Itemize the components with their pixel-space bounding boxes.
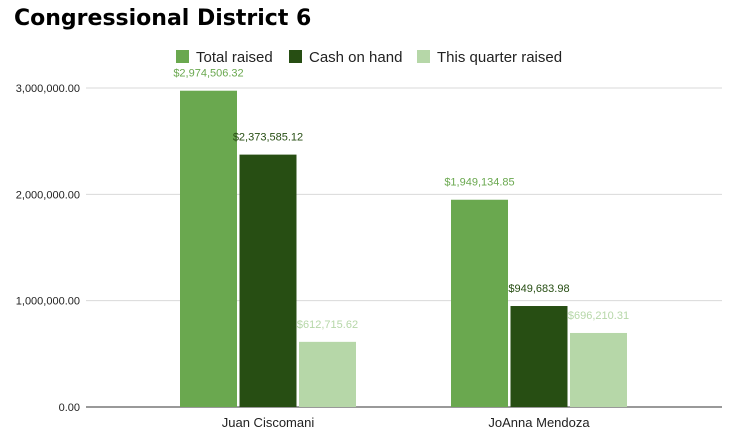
bar — [451, 199, 508, 407]
x-axis-categories: Juan Ciscomani JoAnna Mendoza — [222, 415, 591, 430]
bars — [180, 90, 627, 408]
bar — [299, 341, 356, 407]
bar — [239, 154, 297, 407]
data-labels: $2,974,506.32 $2,373,585.12 $612,715.62 $1,… — [173, 68, 629, 331]
data-label: $1,949,134.85 — [444, 177, 514, 189]
data-label: $612,715.62 — [297, 319, 358, 331]
y-tick-label: 2,000,000.00 — [16, 189, 80, 201]
legend-label: Cash on hand — [309, 49, 402, 66]
legend-label: Total raised — [196, 49, 273, 66]
legend-swatch — [176, 50, 189, 63]
y-tick-label: 3,000,000.00 — [16, 83, 80, 95]
y-tick-label: 1,000,000.00 — [16, 296, 80, 308]
x-category-label: JoAnna Mendoza — [488, 415, 590, 430]
bar — [510, 306, 568, 407]
legend-label: This quarter raised — [437, 49, 562, 66]
data-label: $2,974,506.32 — [173, 68, 243, 80]
legend: Total raised Cash on hand This quarter rai… — [176, 49, 562, 66]
data-label: $949,683.98 — [508, 283, 569, 295]
bar — [570, 332, 627, 407]
data-label: $2,373,585.12 — [233, 132, 303, 144]
y-axis-ticks: 0.00 1,000,000.00 2,000,000.00 3,000,000.00 — [16, 83, 80, 414]
data-label: $696,210.31 — [568, 310, 629, 322]
legend-swatch — [417, 50, 430, 63]
legend-swatch — [289, 50, 302, 63]
x-category-label: Juan Ciscomani — [222, 415, 315, 430]
y-tick-label: 0.00 — [59, 402, 80, 414]
chart-title: Congressional District 6 — [14, 6, 312, 31]
bar — [180, 90, 237, 408]
